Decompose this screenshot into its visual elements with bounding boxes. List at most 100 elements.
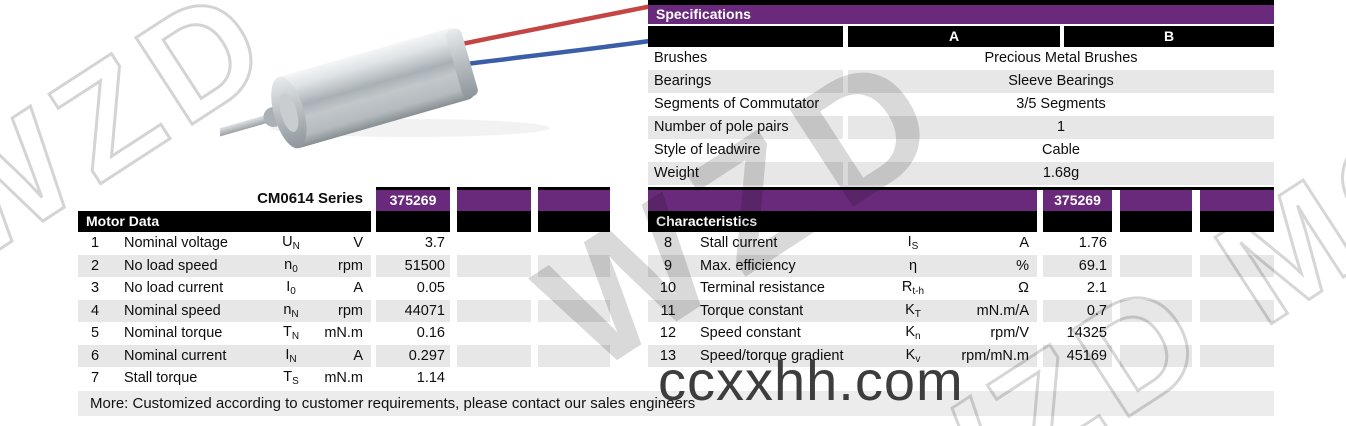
row-main: 1 Nominal voltage UN V [78,232,371,255]
spec-value: 1.68g [848,162,1274,185]
spec-label: Weight [648,162,843,185]
table-row: 3 No load current I0 A 0.05 [78,277,610,300]
row-main: 10 Terminal resistance Rt-h Ω [648,277,1037,300]
model-cell-empty [1120,190,1192,211]
row-number: 11 [660,302,676,319]
symbol-subscript: N [292,241,300,253]
row-main: 3 No load current I0 A [78,277,371,300]
param-symbol: TS [258,369,324,387]
footer-note-bar: More: Customized according to customer r… [78,391,1274,416]
symbol-subscript: N [291,331,300,343]
motor-data-table: CM0614 Series 375269 Motor Data 1 Nominal… [78,187,610,390]
row-number: 5 [90,325,100,342]
param-value-empty [457,367,531,390]
spec-label: Brushes [654,50,708,66]
param-name: Speed constant [700,325,801,342]
specifications-table: Specifications A B Brushes Precious Metal… [648,0,1274,185]
spec-row: Bearings Sleeve Bearings [648,70,1274,93]
symbol-subscript: N [291,308,299,320]
param-unit: rpm [338,302,363,319]
table-row: 5 Nominal torque TN mN.m 0.16 [78,322,610,345]
param-unit: Ω [1018,280,1029,297]
motor-illustration [215,3,660,149]
spec-row: Segments of Commutator 3/5 Segments [648,93,1274,116]
row-main: 11 Torque constant KT mN.m/A [648,299,1037,322]
param-unit: mN.m [324,325,363,342]
param-value: 14325 [1066,325,1107,341]
symbol-subscript: S [292,376,299,388]
spec-value: Cable [1042,142,1080,158]
param-value-empty [538,344,610,367]
symbol-subscript: n [915,331,921,343]
param-symbol: TN [258,324,324,342]
param-value-empty [457,344,531,367]
param-value: 0.05 [416,280,445,296]
param-unit: % [1016,257,1029,274]
param-name: Nominal current [124,347,227,364]
param-value-empty [1120,232,1192,255]
param-value: 0.297 [376,344,450,367]
symbol-subscript: T [914,308,921,320]
purple-bar [648,190,1037,211]
param-value-empty [1200,299,1274,322]
param-value-empty [538,367,610,390]
specifications-rows: Brushes Precious Metal Brushes Bearings Sle… [648,47,1274,185]
param-value: 0.16 [416,325,445,341]
symbol-base: K [905,301,915,318]
symbol-base: T [282,324,292,341]
row-main: 13 Speed/torque gradient Kv rpm/mN.m [648,344,1037,367]
param-name: Max. efficiency [700,257,796,274]
characteristics-rows: 8 Stall current IS A 1.76 9 Max. efficiency η% 6… [648,232,1274,367]
param-value: 3.7 [424,235,445,251]
spec-value: 3/5 Segments [1016,96,1106,112]
param-value-empty [1120,254,1192,277]
row-main: 6 Nominal current IN A [78,344,371,367]
black-cell [1043,211,1112,232]
param-value-empty [457,299,531,322]
param-symbol: UN [258,234,324,252]
spec-label: Style of leadwire [654,142,761,158]
symbol-subscript: 0 [290,286,296,298]
param-value-empty [457,232,531,255]
motor-data-rows: 1 Nominal voltage UN V 3.7 2 No load speed n0 rp… [78,232,610,390]
param-value: 45169 [1043,344,1112,367]
characteristics-title: Characteristics [648,211,1037,232]
symbol-base: R [901,279,913,296]
param-value-empty [538,254,610,277]
row-main: 4 Nominal speed nN rpm [78,299,371,322]
param-unit: rpm [338,257,363,274]
spec-value: Precious Metal Brushes [984,50,1138,66]
param-value: 51500 [376,254,450,277]
param-name: Speed/torque gradient [700,347,844,364]
param-name: Nominal voltage [124,235,228,252]
param-unit: mN.m [324,370,363,387]
table-row: 11 Torque constant KT mN.m/A 0.7 [648,299,1274,322]
symbol-base: U [282,234,293,251]
spec-header-col-b: B [1064,26,1274,47]
symbol-base: T [283,369,293,386]
param-unit: rpm/V [990,325,1029,342]
symbol-subscript: S [911,241,919,253]
motor-product-image [215,0,670,160]
spec-label: Bearings [648,70,843,93]
param-value: 1.14 [416,370,445,386]
table-row: 10 Terminal resistance Rt-h Ω 2.1 [648,277,1274,300]
param-value: 2.1 [1086,280,1107,296]
spec-row: Number of pole pairs 1 [648,116,1274,139]
param-value: 1.76 [1078,235,1107,251]
row-number: 10 [659,280,677,297]
symbol-base: I [285,346,290,363]
characteristics-title-bar: Characteristics [648,211,1274,232]
param-symbol: I0 [258,279,324,297]
row-main: 12 Speed constant Kn rpm/V [648,322,1037,345]
param-value-empty [538,322,610,345]
param-value-empty [538,232,610,255]
param-name: No load speed [124,257,218,274]
param-name: No load current [124,280,224,297]
table-row: 13 Speed/torque gradient Kv rpm/mN.m 45169 [648,344,1274,367]
spec-header-col-a: A [848,26,1060,47]
table-row: 6 Nominal current IN A 0.297 [78,344,610,367]
param-value-empty [457,322,531,345]
motor-data-title: Motor Data [78,211,371,232]
model-cell-empty [1200,190,1274,211]
